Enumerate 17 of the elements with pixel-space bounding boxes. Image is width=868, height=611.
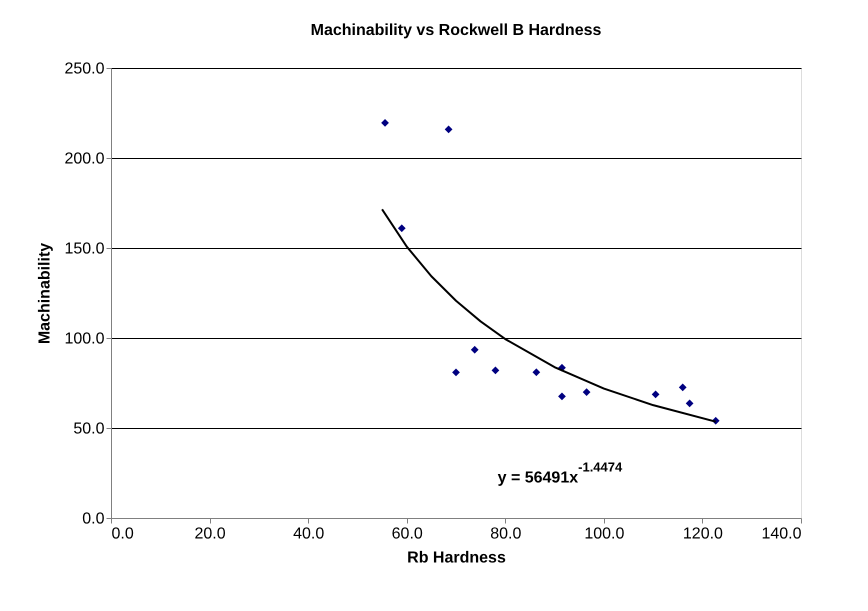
y-tick-label: 250.0 <box>64 60 105 78</box>
x-axis-title: Rb Hardness <box>407 550 506 566</box>
y-tick-label: 0.0 <box>82 510 105 528</box>
y-tick-label: 50.0 <box>73 420 105 438</box>
x-tick-label: 0.0 <box>112 526 134 542</box>
chart-title: Machinability vs Rockwell B Hardness <box>310 22 602 39</box>
y-tick-label: 150.0 <box>64 240 105 258</box>
x-tick-label: 40.0 <box>293 526 324 542</box>
x-tick-label: 100.0 <box>584 526 624 542</box>
y-tick-label: 100.0 <box>64 330 105 348</box>
x-tick-label: 120.0 <box>682 526 724 542</box>
y-axis-title: Machinability <box>36 242 54 344</box>
x-tick-label: 140.0 <box>761 526 802 542</box>
x-tick-label: 20.0 <box>194 526 226 542</box>
y-tick-label: 200.0 <box>64 150 105 168</box>
x-tick-label: 60.0 <box>392 526 423 542</box>
x-tick-label: 80.0 <box>490 526 522 542</box>
